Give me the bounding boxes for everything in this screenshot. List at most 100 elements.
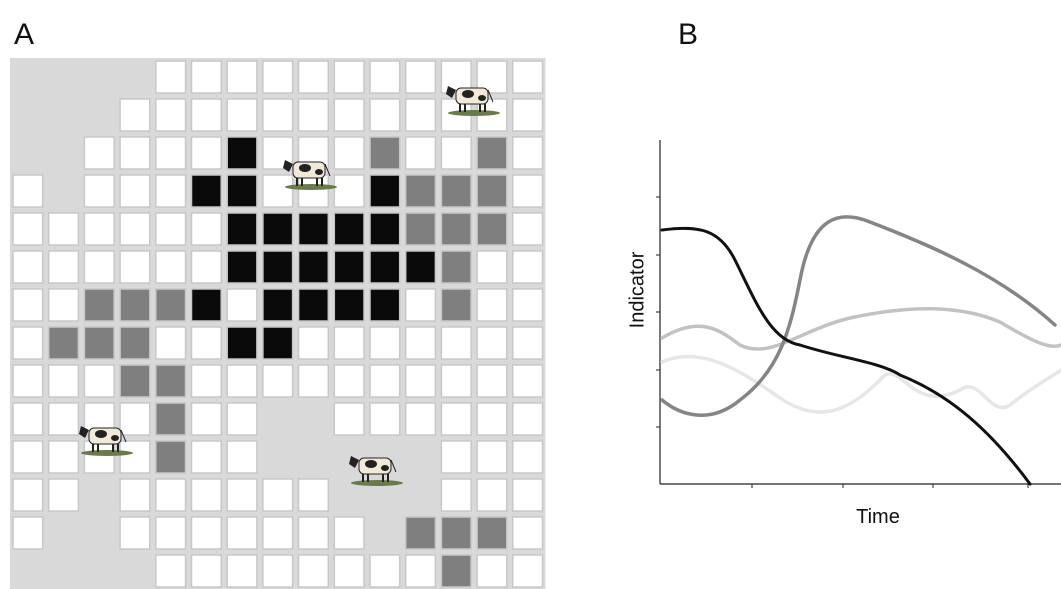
grid-cell: [262, 250, 294, 284]
grid-cell: [262, 326, 294, 360]
series-line: [660, 354, 1061, 414]
grid-cell: [226, 98, 258, 132]
cow-head: [349, 456, 359, 468]
grid-cell: [155, 250, 187, 284]
grid-cell: [512, 174, 544, 208]
grid-cell: [476, 364, 508, 398]
cow-shadow: [351, 480, 403, 486]
cow-icon: [283, 160, 337, 190]
grid-cell: [226, 440, 258, 474]
line-chart: Indicator Time: [626, 140, 1061, 528]
series-line: [660, 215, 1057, 417]
grid-cell: [369, 98, 401, 132]
grid-cell: [297, 212, 330, 246]
grid-cell: [119, 440, 151, 474]
grid-cell: [297, 60, 330, 94]
cow-tail: [324, 163, 331, 177]
grid-cell: [440, 516, 472, 550]
grid-cell: [226, 250, 258, 284]
grid-cell: [190, 288, 222, 322]
grid-cell: [440, 288, 472, 322]
grid-cell: [155, 98, 187, 132]
grid-cell: [83, 440, 115, 474]
cow-shadow: [81, 450, 133, 456]
grid-cell: [190, 402, 222, 436]
grid-cell: [440, 136, 472, 170]
grid-cell: [369, 174, 401, 208]
grid-cell: [476, 288, 508, 322]
grid-cell: [83, 288, 115, 322]
grid-cell: [440, 478, 472, 512]
grid-cell: [440, 212, 472, 246]
grid-cell: [119, 326, 151, 360]
grid-cell: [119, 364, 151, 398]
grid-cell: [512, 212, 544, 246]
grid-cell: [83, 364, 115, 398]
cow-spot: [462, 90, 474, 98]
grid-cell: [190, 60, 222, 94]
cow-spot: [381, 465, 389, 471]
grid-cell: [404, 212, 437, 246]
grid-cell: [369, 288, 401, 322]
grid-cell: [226, 288, 258, 322]
grid-cell: [190, 136, 222, 170]
grid-cell: [404, 136, 437, 170]
grid-cell: [226, 326, 258, 360]
grid-cell: [262, 98, 294, 132]
grid-cell: [297, 174, 330, 208]
cow-spot: [299, 164, 311, 172]
grid-cell: [440, 440, 472, 474]
grid-cell: [190, 554, 222, 588]
grid-cell: [226, 60, 258, 94]
grid-cell: [333, 60, 365, 94]
grid-cell: [190, 478, 222, 512]
grid-cell: [12, 364, 44, 398]
cow-shadow: [285, 184, 337, 190]
grid-cell: [512, 554, 544, 588]
grid-cell: [333, 250, 365, 284]
grid-cell: [12, 440, 44, 474]
grid-cell: [262, 478, 294, 512]
grid-cell: [262, 364, 294, 398]
grid-cell: [404, 364, 437, 398]
grid-cell: [333, 288, 365, 322]
grid-cell: [47, 326, 80, 360]
grid-cell: [226, 364, 258, 398]
grid-cell: [297, 250, 330, 284]
grid-cell: [155, 326, 187, 360]
cow-icon: [349, 456, 403, 486]
grid-cell: [155, 440, 187, 474]
cow-icon: [446, 86, 500, 116]
grid-cell: [119, 516, 151, 550]
cow-icon: [79, 426, 133, 456]
grid-cell: [47, 288, 80, 322]
grid-cell: [476, 402, 508, 436]
grid-cell: [404, 98, 437, 132]
grid-cell: [226, 136, 258, 170]
grid-cell: [190, 440, 222, 474]
grid-cell: [119, 478, 151, 512]
grid-cell: [83, 250, 115, 284]
landscape-grid: [10, 58, 546, 589]
grid-cell: [512, 136, 544, 170]
grid-cell: [512, 60, 544, 94]
grid-cell: [333, 554, 365, 588]
grid-cell: [12, 250, 44, 284]
axis-ticks: [656, 196, 1029, 488]
grid-cell: [226, 174, 258, 208]
cow-tail: [487, 89, 494, 103]
grid-cell: [12, 402, 44, 436]
grid-cell: [226, 554, 258, 588]
grid-cell: [12, 478, 44, 512]
grid-cell: [155, 212, 187, 246]
grid-cell: [119, 174, 151, 208]
cow-tail: [120, 429, 127, 443]
grid-cell: [297, 288, 330, 322]
grid-cell: [333, 402, 365, 436]
panel-label: A: [14, 18, 34, 51]
grid-cell: [47, 440, 80, 474]
grid-cell: [262, 212, 294, 246]
grid-cell: [83, 212, 115, 246]
cow-head: [446, 86, 456, 98]
